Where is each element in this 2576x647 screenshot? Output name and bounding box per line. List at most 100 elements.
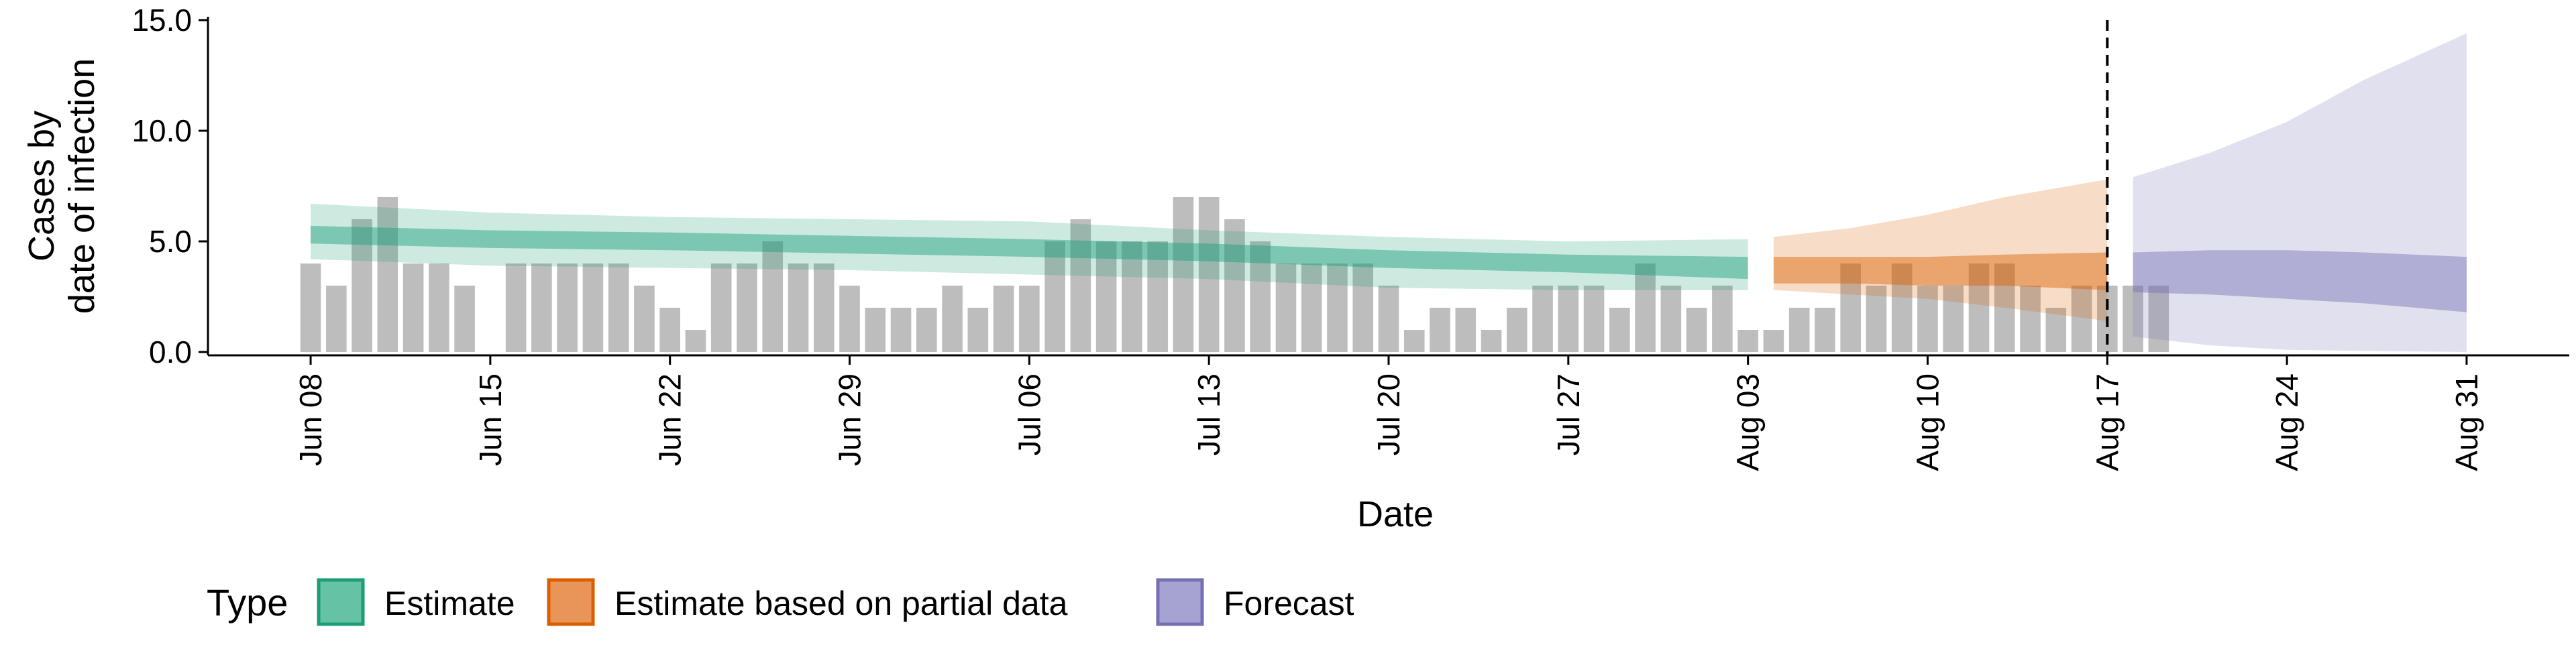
case-bar [1558, 286, 1579, 352]
ribbons-layer [311, 33, 2467, 353]
y-tick-label: 0.0 [149, 335, 192, 369]
case-bar [1173, 197, 1194, 352]
x-tick-label: Aug 03 [1731, 373, 1766, 471]
x-tick-label: Jul 06 [1012, 373, 1046, 456]
case-bar [1224, 219, 1245, 352]
x-tick-label: Jun 15 [473, 373, 508, 466]
case-bar [505, 263, 527, 352]
case-bar [1147, 241, 1168, 352]
case-bar [454, 286, 475, 352]
case-bar [2045, 308, 2067, 352]
legend-swatch [547, 578, 595, 626]
case-bar [1275, 263, 1297, 352]
legend-label: Estimate based on partial data [614, 585, 1068, 622]
case-bar [1635, 263, 1656, 352]
case-bar [762, 241, 784, 352]
ribbon-90 [1773, 179, 2108, 321]
case-bar [1609, 308, 1630, 352]
case-bar [839, 286, 860, 352]
legend-label: Estimate [384, 585, 515, 622]
case-bar [1763, 330, 1784, 352]
case-bar [1866, 286, 1887, 352]
x-tick-label: Aug 10 [1910, 373, 1945, 471]
case-bar [1968, 263, 1990, 352]
legend-label: Forecast [1224, 585, 1354, 622]
case-bar [2071, 286, 2092, 352]
legend-item: Estimate [317, 578, 515, 626]
legend-title: Type [207, 581, 288, 624]
x-tick-label: Jun 29 [833, 373, 867, 466]
x-axis-title: Date [1357, 494, 1434, 534]
case-bar [326, 286, 347, 352]
legend-item: Forecast [1156, 578, 1354, 626]
case-bar [942, 286, 963, 352]
case-bar [1943, 286, 1964, 352]
case-bar [993, 286, 1014, 352]
case-bar [1737, 330, 1758, 352]
y-tick-label: 10.0 [131, 113, 192, 148]
case-bar [582, 263, 604, 352]
x-tick-label: Aug 31 [2449, 373, 2484, 471]
case-bar [788, 263, 809, 352]
case-bar [1686, 308, 1707, 352]
case-bar [1455, 308, 1477, 352]
case-bar [1788, 308, 1810, 352]
legend-item: Estimate based on partial data [547, 578, 1068, 626]
ribbon-50 [1773, 252, 2108, 290]
legend-swatch [317, 578, 365, 626]
y-axis-title: Cases bydate of infection [21, 58, 102, 314]
case-bar [916, 308, 937, 352]
case-bar [1095, 241, 1117, 352]
x-tick-label: Jun 22 [653, 373, 688, 466]
case-bar [1352, 263, 1374, 352]
case-bar [531, 263, 552, 352]
ribbon-90 [311, 203, 1748, 290]
x-tick-label: Aug 17 [2090, 373, 2125, 471]
axes-layer: 0.0 5.0 10.0 15.0 Jun 08 Jun 15 Jun 22 Jun 29 Ju… [21, 3, 2569, 534]
y-axis-title-line: date of infection [62, 58, 102, 314]
case-bar [710, 263, 732, 352]
case-bar [1019, 286, 1040, 352]
case-bar [1403, 330, 1425, 352]
case-bar [1532, 286, 1553, 352]
case-bar [1122, 241, 1142, 352]
series-2 [2133, 33, 2467, 353]
case-bar [1815, 308, 1835, 352]
case-bar [1044, 241, 1065, 352]
case-bar [557, 263, 578, 352]
case-bar [429, 263, 449, 352]
case-bar [1994, 263, 2015, 352]
case-bar [1250, 241, 1271, 352]
case-bar [659, 308, 680, 352]
case-bar [1712, 286, 1733, 352]
case-bar [1891, 263, 1913, 352]
x-tick-label: Jun 08 [293, 373, 328, 466]
x-tick-label: Jul 27 [1551, 373, 1586, 456]
case-bar [352, 219, 372, 352]
case-bar [1198, 197, 1220, 352]
case-bar [737, 263, 757, 352]
case-bar [865, 308, 886, 352]
case-bar [1507, 308, 1527, 352]
case-bar [967, 308, 989, 352]
case-bar [685, 330, 706, 352]
ribbon-90 [2133, 33, 2467, 353]
case-bar [608, 263, 629, 352]
case-bar [402, 263, 424, 352]
y-tick-label: 15.0 [131, 3, 192, 38]
case-bar [890, 308, 912, 352]
ribbon-50 [311, 225, 1748, 280]
x-tick-label: Jul 20 [1371, 373, 1406, 456]
case-bar [1378, 286, 1399, 352]
legend-layer: Type Estimate Estimate based on partial da… [207, 578, 1354, 626]
case-bar [1481, 330, 1502, 352]
ribbon-50 [2133, 250, 2467, 312]
case-bar [1327, 263, 1348, 352]
y-axis-title-line: Cases by [21, 111, 62, 261]
case-bar [300, 263, 321, 352]
case-bar [634, 286, 655, 352]
series-1 [1773, 179, 2108, 321]
case-bar [377, 197, 398, 352]
